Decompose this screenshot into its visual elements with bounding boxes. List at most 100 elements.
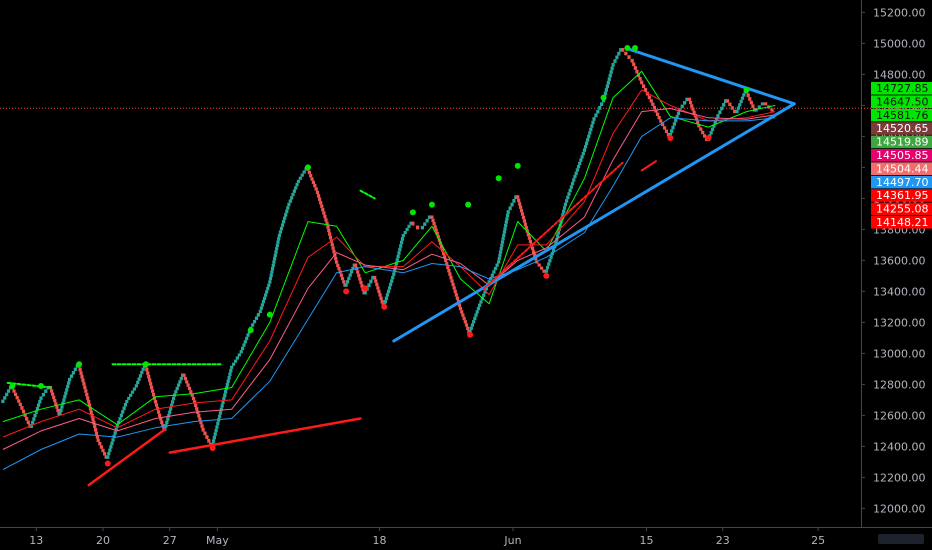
price-tag <box>871 108 932 122</box>
pivot-high-marker <box>409 209 416 216</box>
price-tag-label: 14497.70 <box>876 176 929 189</box>
renko-brick-down <box>356 270 360 274</box>
renko-brick-up <box>592 117 596 121</box>
renko-brick-up <box>58 411 62 416</box>
renko-brick-down <box>358 277 362 281</box>
pivot-high-marker <box>743 86 750 93</box>
renko-brick-down <box>324 218 328 222</box>
renko-brick-up <box>178 380 182 384</box>
renko-brick-down <box>450 279 454 283</box>
renko-brick-down <box>161 424 165 428</box>
renko-brick-up <box>296 179 301 183</box>
renko-brick-down <box>328 232 332 236</box>
renko-brick-down <box>320 204 324 208</box>
renko-brick-down <box>652 105 657 110</box>
renko-brick-down <box>322 211 326 215</box>
renko-brick-up <box>393 268 397 273</box>
renko-brick-up <box>286 206 290 210</box>
renko-brick-up <box>575 168 579 172</box>
x-tick-label: 20 <box>96 534 110 547</box>
renko-brick-down <box>635 69 639 74</box>
renko-brick-down <box>195 407 199 411</box>
renko-brick-up <box>399 244 403 248</box>
renko-brick-up <box>165 420 169 425</box>
renko-brick-down <box>52 395 56 400</box>
renko-brick-down <box>182 373 186 377</box>
renko-brick-down <box>191 396 196 401</box>
renko-brick-down <box>632 62 636 67</box>
x-tick-label: 18 <box>372 534 386 547</box>
renko-brick-up <box>468 329 472 334</box>
renko-brick-down <box>438 241 443 245</box>
pivot-high-marker <box>465 201 472 208</box>
renko-brick-down <box>725 99 730 103</box>
renko-brick-up <box>387 286 392 290</box>
renko-brick-up <box>119 413 123 418</box>
renko-brick-down <box>699 127 703 131</box>
renko-brick-up <box>106 455 110 459</box>
renko-brick-up <box>125 399 129 403</box>
x-tick-label: 27 <box>163 534 177 547</box>
renko-brick-down <box>464 323 469 327</box>
renko-brick-up <box>298 176 302 180</box>
renko-brick-up <box>252 319 257 324</box>
renko-brick-up <box>506 210 510 214</box>
renko-brick-down <box>334 260 339 264</box>
renko-brick-up <box>578 161 582 166</box>
renko-brick-down <box>200 424 204 428</box>
renko-brick-up <box>604 88 609 92</box>
y-tick-label: 12200.00 <box>873 471 926 484</box>
renko-brick-up <box>565 199 569 203</box>
renko-brick-up <box>588 131 592 135</box>
renko-brick-up <box>724 99 728 103</box>
price-tag <box>871 216 932 229</box>
renko-brick-up <box>38 399 42 404</box>
renko-brick-up <box>228 372 232 376</box>
renko-brick-down <box>12 389 16 393</box>
renko-brick-down <box>374 279 378 283</box>
trendline <box>392 102 796 343</box>
renko-brick-down <box>430 215 434 219</box>
renko-brick-up <box>678 108 682 112</box>
trendlines <box>6 48 796 487</box>
renko-brick-down <box>440 248 445 252</box>
renko-brick-up <box>114 427 118 432</box>
price-tag <box>871 175 932 189</box>
renko-brick-down <box>151 392 156 397</box>
renko-brick-down <box>522 219 527 223</box>
renko-brick-up <box>267 283 271 287</box>
renko-brick-up <box>407 224 411 228</box>
renko-brick-down <box>651 102 655 106</box>
renko-brick-down <box>54 402 58 406</box>
renko-brick-up <box>371 275 375 280</box>
renko-brick-up <box>399 240 404 245</box>
renko-brick-down <box>449 275 453 280</box>
renko-brick-up <box>68 377 72 382</box>
renko-brick-down <box>342 280 346 284</box>
renko-brick-up <box>73 367 77 372</box>
renko-brick-up <box>617 51 621 56</box>
pivot-low-marker <box>343 288 350 295</box>
renko-brick-up <box>710 127 715 132</box>
trendline <box>640 160 657 172</box>
renko-brick-down <box>18 402 22 407</box>
chart-logo-badge[interactable] <box>878 534 924 544</box>
renko-brick-up <box>39 396 43 400</box>
renko-brick-down <box>445 262 449 266</box>
renko-brick-up <box>283 216 287 220</box>
renko-brick-up <box>108 448 112 452</box>
renko-brick-up <box>294 186 298 190</box>
renko-brick-down <box>453 289 457 294</box>
renko-brick-up <box>284 213 288 217</box>
renko-brick-down <box>330 242 334 247</box>
renko-brick-down <box>633 66 637 70</box>
renko-brick-up <box>740 96 745 100</box>
moving-averages <box>2 70 776 471</box>
renko-brick-up <box>598 106 602 110</box>
renko-brick-down <box>94 431 99 436</box>
renko-brick-up <box>613 59 617 63</box>
renko-brick-up <box>497 256 501 261</box>
price-tag-label: 14581.76 <box>876 109 929 122</box>
renko-brick-down <box>82 382 86 386</box>
